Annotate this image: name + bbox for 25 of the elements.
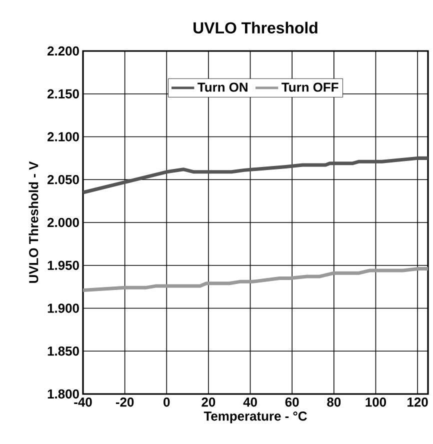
x-tick-label: 20	[202, 398, 216, 407]
x-axis-title: Temperature - °C	[204, 412, 307, 424]
y-tick-label: 1.800	[48, 389, 79, 399]
chart-title: UVLO Threshold	[194, 22, 318, 34]
y-tick-label: 2.050	[48, 175, 79, 184]
y-tick-label: 1.850	[48, 346, 79, 356]
x-tick-label: 80	[327, 398, 341, 407]
x-tick-label: -40	[74, 398, 92, 407]
x-tick-label: 60	[285, 398, 299, 407]
y-tick-label: 1.900	[48, 304, 79, 313]
line-series	[83, 156, 428, 194]
x-tick-label: 40	[243, 398, 257, 407]
legend-label: Turn ON	[198, 82, 248, 92]
line-series	[83, 267, 428, 292]
x-tick-label: 100	[366, 398, 386, 407]
y-tick-label: 1.950	[48, 260, 79, 270]
y-axis-title: UVLO Threshold - V	[28, 161, 38, 283]
y-tick-label: 2.000	[48, 218, 79, 228]
x-tick-label: 0	[164, 398, 170, 407]
y-tick-label: 2.150	[48, 89, 79, 98]
legend-label: Turn OFF	[282, 82, 338, 92]
y-tick-label: 2.100	[48, 132, 79, 142]
x-tick-label: 120	[408, 398, 428, 407]
x-tick-label: -20	[116, 398, 134, 407]
y-tick-label: 2.200	[48, 46, 79, 56]
